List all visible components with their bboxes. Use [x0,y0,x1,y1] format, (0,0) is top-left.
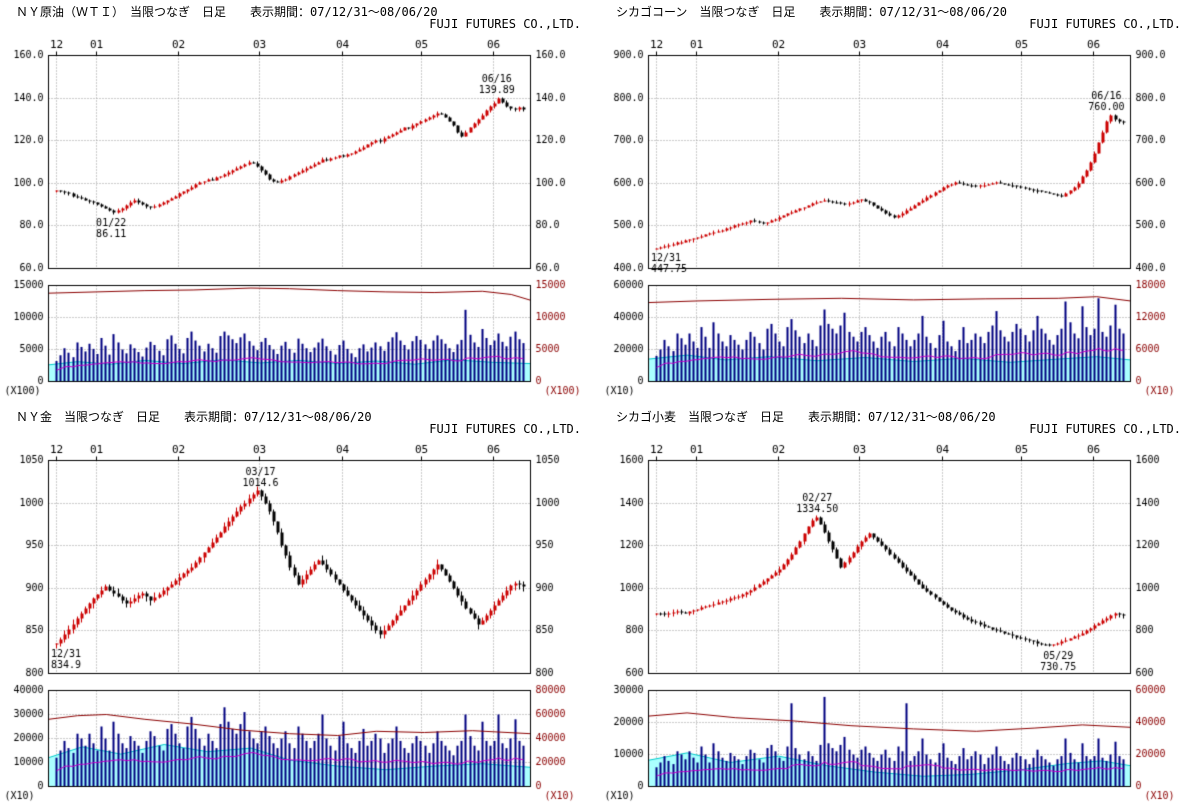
chart-panel-ny-gold: ＮＹ金 当限つなぎ 日足 表示期間：07/12/31～08/06/20 FUJI… [0,405,599,809]
company-name: FUJI FUTURES CO.,LTD. [1029,422,1181,436]
chart-title-chicago-wheat: シカゴ小麦 当限つなぎ 日足 表示期間：07/12/31～08/06/20 [616,410,996,424]
company-name: FUJI FUTURES CO.,LTD. [429,422,581,436]
chart-panel-chicago-corn: シカゴコーン 当限つなぎ 日足 表示期間：07/12/31～08/06/20 F… [600,0,1199,404]
chart-title-chicago-corn: シカゴコーン 当限つなぎ 日足 表示期間：07/12/31～08/06/20 [616,5,1007,19]
company-name: FUJI FUTURES CO.,LTD. [429,17,581,31]
chart-title-ny-gold: ＮＹ金 当限つなぎ 日足 表示期間：07/12/31～08/06/20 [16,410,372,424]
company-name: FUJI FUTURES CO.,LTD. [1029,17,1181,31]
chicago-wheat-candlestick-chart [600,405,1199,809]
chicago-corn-candlestick-chart [600,0,1199,404]
chart-panel-ny-crude-wti: ＮＹ原油（ＷＴＩ） 当限つなぎ 日足 表示期間：07/12/31～08/06/2… [0,0,599,404]
ny-gold-candlestick-chart [0,405,599,809]
ny-crude-wti-candlestick-chart [0,0,599,404]
chart-panel-chicago-wheat: シカゴ小麦 当限つなぎ 日足 表示期間：07/12/31～08/06/20 FU… [600,405,1199,809]
chart-title-ny-crude-wti: ＮＹ原油（ＷＴＩ） 当限つなぎ 日足 表示期間：07/12/31～08/06/2… [16,5,438,19]
